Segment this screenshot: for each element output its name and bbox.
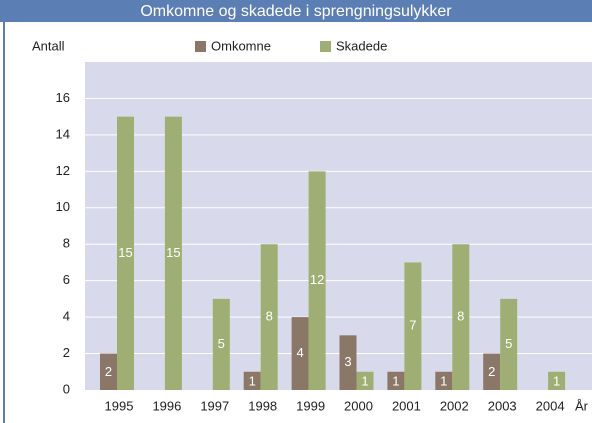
- legend-swatch: [320, 41, 331, 52]
- value-label: 2: [488, 364, 495, 379]
- bar: [117, 116, 134, 391]
- bar: [308, 171, 326, 390]
- title-band: [0, 0, 592, 22]
- chart-title: Omkomne og skadede i sprengningsulykker: [140, 3, 452, 20]
- value-label: 1: [392, 373, 399, 388]
- value-label: 8: [266, 309, 273, 324]
- bar: [291, 317, 309, 390]
- value-label: 1: [553, 373, 560, 388]
- bar: [548, 371, 566, 390]
- legend-label: Omkomne: [211, 38, 271, 53]
- value-label: 2: [105, 364, 112, 379]
- bar: [260, 244, 278, 390]
- x-tick-label: 2004: [536, 398, 565, 413]
- x-tick-label: 1995: [105, 398, 134, 413]
- y-axis-label: Antall: [32, 38, 65, 53]
- y-tick-label: 6: [63, 272, 70, 287]
- value-label: 12: [310, 272, 324, 287]
- value-label: 3: [344, 354, 351, 369]
- value-label: 8: [457, 309, 464, 324]
- y-tick-label: 2: [63, 345, 70, 360]
- y-tick-label: 14: [56, 126, 70, 141]
- value-label: 5: [505, 336, 512, 351]
- bar: [243, 371, 261, 390]
- bar: [212, 298, 230, 390]
- value-label: 4: [296, 345, 303, 360]
- value-label: 7: [409, 318, 416, 333]
- y-tick-label: 4: [63, 309, 70, 324]
- bar: [404, 262, 422, 390]
- bar: [339, 335, 357, 390]
- x-tick-label: 1997: [200, 398, 229, 413]
- bar: [452, 244, 470, 390]
- y-tick-label: 16: [56, 90, 70, 105]
- x-tick-label: 2000: [344, 398, 373, 413]
- y-tick-label: 0: [63, 381, 70, 396]
- bar: [356, 371, 374, 390]
- x-tick-label: 2003: [488, 398, 517, 413]
- y-tick-label: 8: [63, 236, 70, 251]
- value-label: 15: [166, 245, 180, 260]
- value-label: 1: [440, 373, 447, 388]
- bar: [164, 116, 182, 391]
- bar: [100, 353, 117, 390]
- x-axis-label: År: [575, 398, 589, 413]
- x-tick-label: 1999: [296, 398, 325, 413]
- value-label: 15: [118, 245, 132, 260]
- y-tick-label: 10: [56, 199, 70, 214]
- bar: [435, 371, 453, 390]
- legend-swatch: [195, 41, 206, 52]
- bar: [387, 371, 405, 390]
- legend-label: Skadede: [336, 38, 387, 53]
- bar: [500, 298, 518, 390]
- value-label: 1: [249, 373, 256, 388]
- x-tick-label: 2002: [440, 398, 469, 413]
- bar: [483, 353, 501, 390]
- x-tick-label: 1998: [248, 398, 277, 413]
- y-tick-label: 12: [56, 163, 70, 178]
- value-label: 5: [218, 336, 225, 351]
- value-label: 1: [361, 373, 368, 388]
- x-tick-label: 1996: [152, 398, 181, 413]
- x-tick-label: 2001: [392, 398, 421, 413]
